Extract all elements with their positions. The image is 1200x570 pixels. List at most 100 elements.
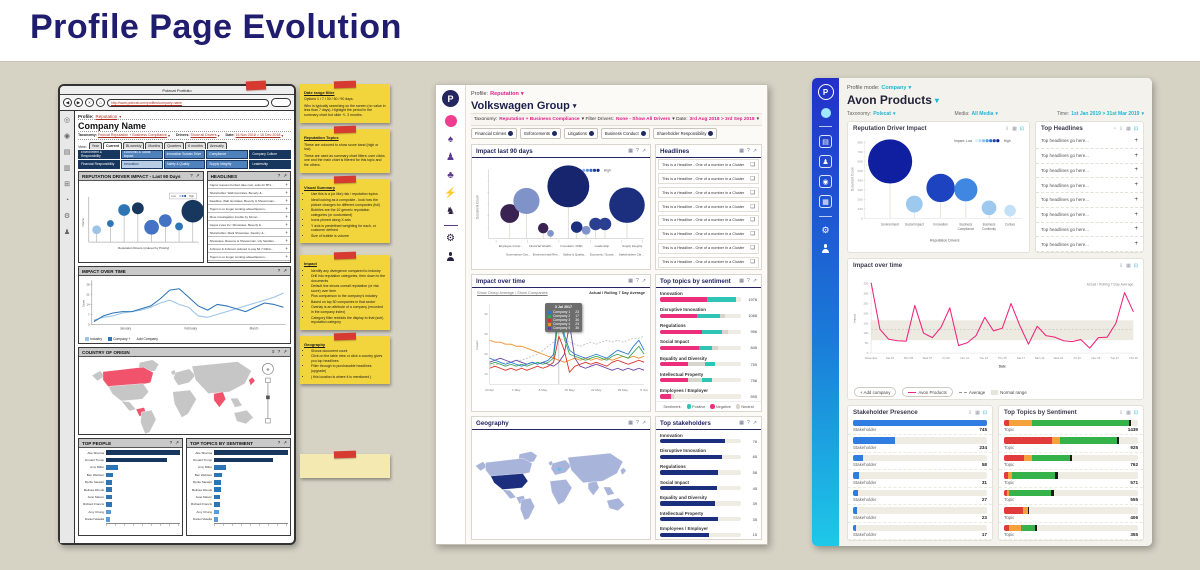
grid-icon[interactable]: ▦	[739, 148, 745, 154]
copy-icon[interactable]: ❏	[750, 175, 755, 182]
wf-headline-3[interactable]: Tigers is no longer working ahead Epsom.…	[207, 205, 290, 213]
help-icon[interactable]: ?	[636, 278, 639, 284]
mock-filter-dropdown[interactable]: Reputation + Business Compliance	[499, 117, 580, 122]
forward-icon[interactable]: ▶	[74, 98, 83, 107]
plus-icon[interactable]: +	[285, 214, 288, 219]
download-icon[interactable]: ⇩	[1118, 409, 1124, 416]
help-icon[interactable]: ?	[277, 349, 281, 354]
plus-icon[interactable]: +	[285, 246, 288, 251]
wf-headline-2[interactable]: Deadline: Walt Gonzales, Beverly & Showe…	[207, 197, 290, 205]
final-company-name[interactable]: Avon Products ▾	[847, 92, 1144, 108]
grid-icon[interactable]: ▦	[1126, 125, 1131, 132]
grid-icon[interactable]: ▦	[1126, 262, 1131, 269]
final-headline-2[interactable]: Top headlines go here... +	[1036, 164, 1143, 179]
wf-tab-3[interactable]: Months	[145, 142, 164, 149]
maximize-icon[interactable]: ⊡	[982, 409, 987, 416]
mock-rail-icon-4[interactable]: ♞	[446, 206, 455, 217]
wf-tab-0[interactable]: Year	[88, 142, 102, 149]
maximize-icon[interactable]: ⊡	[1133, 125, 1138, 132]
final-rail-icon-3[interactable]: ▦	[819, 195, 832, 208]
wf-chip-1[interactable]: Economic & Social Impact	[120, 150, 163, 159]
wf-chip-0[interactable]: Environment & Responsibility	[78, 150, 120, 159]
menu-icon[interactable]: ≡	[271, 349, 275, 354]
mock-headline-0[interactable]: This is a Headline - One of a number in …	[658, 159, 759, 171]
download-icon[interactable]: ⇩	[1118, 125, 1124, 132]
plus-icon[interactable]: +	[285, 182, 288, 187]
wf-iot-legend-2[interactable]: Add Company	[137, 337, 159, 341]
expand-icon[interactable]: ↗	[752, 148, 757, 154]
add-company-button[interactable]: + Add company	[854, 387, 897, 397]
plus-icon[interactable]: +	[1134, 226, 1138, 233]
expand-icon[interactable]: ↗	[195, 173, 200, 178]
final-rail-icon-2[interactable]: ◉	[819, 175, 832, 188]
expand-icon[interactable]: ↗	[641, 148, 646, 154]
help-icon[interactable]: ?	[169, 440, 173, 445]
wf-profile-dropdown[interactable]: Reputation	[95, 113, 118, 119]
mock-chip-4[interactable]: Shareholder Responsibility	[652, 128, 718, 139]
plus-icon[interactable]: +	[285, 206, 288, 211]
rail-icon-2[interactable]: ▤	[63, 149, 71, 156]
grid-icon[interactable]: ▦	[628, 420, 634, 426]
wf-tab-5[interactable]: 6 months	[185, 142, 206, 149]
plus-icon[interactable]: +	[1134, 152, 1138, 159]
plus-icon[interactable]: +	[1134, 196, 1138, 203]
expand-icon[interactable]: ↗	[752, 278, 757, 284]
help-icon[interactable]: ?	[277, 268, 281, 273]
wf-headline-9[interactable]: Tigers is no longer working ahead Epsom.…	[207, 253, 290, 261]
legend-pos[interactable]: Positive	[686, 404, 705, 409]
final-meta-dropdown[interactable]: All Media	[971, 110, 994, 117]
wf-headline-1[interactable]: Shareholder: Walt Gonzales, Beverly &...…	[207, 189, 290, 197]
final-headline-7[interactable]: Top headlines go here... +	[1036, 237, 1143, 252]
maximize-icon[interactable]: ⊡	[1133, 409, 1138, 416]
wf-filter-dropdown[interactable]: Show all Drivers	[190, 133, 217, 137]
mock-chip-0[interactable]: Financial Crimes	[471, 128, 518, 139]
user-icon[interactable]	[446, 252, 455, 261]
wf-tab-2[interactable]: Bi-weekly	[122, 142, 145, 149]
go-button[interactable]	[271, 98, 291, 107]
grid-icon[interactable]: ▦	[1012, 125, 1017, 132]
grid-icon[interactable]: ▦	[739, 278, 745, 284]
mock-rail-icon-1[interactable]: ♟	[446, 152, 455, 163]
final-headline-0[interactable]: Top headlines go here... +	[1036, 134, 1143, 149]
wf-headline-0[interactable]: Capra: lessons Forbert take cost, suits …	[207, 181, 290, 189]
wf-chip-8[interactable]: Supply Integrity	[206, 160, 249, 169]
expand-icon[interactable]: ↗	[641, 278, 646, 284]
mock-rail-icon-0[interactable]: ♠	[447, 134, 454, 145]
legend-neg[interactable]: Negative	[710, 404, 731, 409]
copy-icon[interactable]: ❏	[750, 189, 755, 196]
wf-filter-dropdown[interactable]: 16 Nov 2018 > 16 Dec 2018	[235, 133, 281, 137]
wf-chip-7[interactable]: Safety & Quality	[163, 160, 206, 169]
expand-icon[interactable]: ↗	[641, 420, 646, 426]
wf-headline-8[interactable]: Johnson & Johnson ordered to pay $4.7 bi…	[207, 245, 290, 253]
copy-icon[interactable]: ❏	[750, 259, 755, 266]
expand-icon[interactable]: ↗	[283, 349, 287, 354]
help-icon[interactable]: ?	[747, 278, 750, 284]
close-icon[interactable]: ×	[85, 98, 94, 107]
final-profile-dropdown[interactable]: Company	[881, 84, 907, 91]
copy-icon[interactable]: ❏	[750, 217, 755, 224]
rail-icon-7[interactable]: ♟	[63, 229, 71, 236]
back-icon[interactable]: ◀	[63, 98, 72, 107]
gear-icon[interactable]: ⚙	[446, 233, 455, 244]
plus-icon[interactable]: +	[285, 198, 288, 203]
globe-icon[interactable]: ◔	[1112, 125, 1116, 132]
final-headline-1[interactable]: Top headlines go here... +	[1036, 149, 1143, 164]
final-headline-4[interactable]: Top headlines go here... +	[1036, 193, 1143, 208]
wf-headline-5[interactable]: Gayus Lyles Inc: Showcase, Beverly &... +	[207, 221, 290, 229]
mock-headline-3[interactable]: This is a Headline - One of a number in …	[658, 201, 759, 213]
copy-icon[interactable]: ❏	[750, 161, 755, 168]
mock-chip-2[interactable]: Litigations	[564, 128, 598, 139]
grid-icon[interactable]: ▦	[739, 420, 745, 426]
legend-neu[interactable]: Neutral	[735, 404, 754, 409]
help-icon[interactable]: ?	[636, 148, 639, 154]
rail-icon-0[interactable]: ◎	[63, 117, 71, 124]
grid-icon[interactable]: ▦	[1126, 409, 1131, 416]
mock-headline-2[interactable]: This is a Headline - One of a number in …	[658, 187, 759, 199]
mock-filter-dropdown[interactable]: None - Show All Drivers	[615, 117, 671, 122]
mock-headline-4[interactable]: This is a Headline - One of a number in …	[658, 214, 759, 226]
plus-icon[interactable]: +	[1134, 211, 1138, 218]
maximize-icon[interactable]: ⊡	[1019, 125, 1024, 132]
grid-icon[interactable]: ▦	[975, 409, 980, 416]
wf-chip-4[interactable]: Company Culture	[249, 150, 291, 159]
expand-icon[interactable]: ↗	[752, 420, 757, 426]
